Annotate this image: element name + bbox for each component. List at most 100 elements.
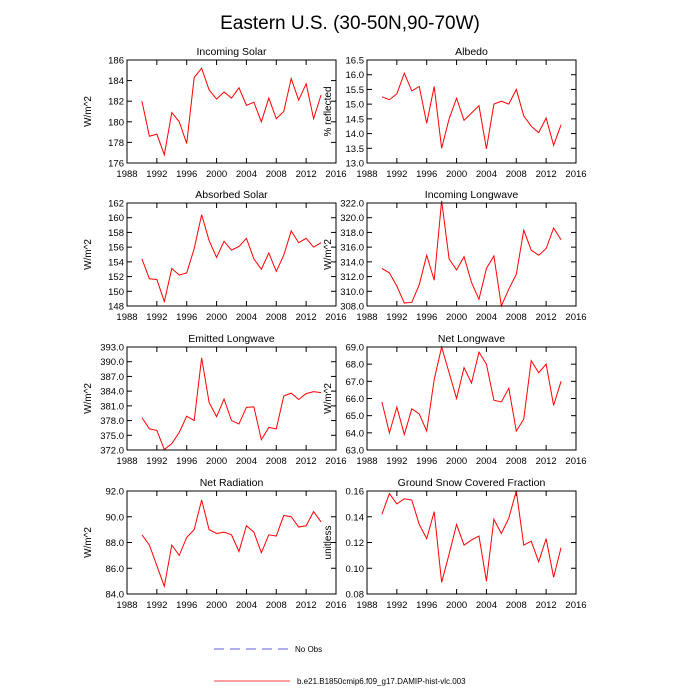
panel-net-longwave-xtick-label: 2000 bbox=[446, 456, 467, 467]
panel-incoming-solar-xtick-label: 2012 bbox=[296, 169, 317, 180]
panel-albedo-ytick-label: 16.5 bbox=[346, 56, 365, 67]
panel-absorbed-solar-xtick-label: 1988 bbox=[116, 312, 137, 323]
panel-net-radiation-ytick-label: 88.0 bbox=[106, 538, 125, 549]
panel-net-radiation-series-line bbox=[141, 499, 322, 589]
panel-absorbed-solar-ytick-label: 148 bbox=[108, 302, 124, 313]
panel-net-longwave-series-line bbox=[381, 345, 562, 437]
panel-net-radiation-ylabel: W/m^2 bbox=[83, 527, 94, 558]
panel-incoming-longwave-ytick-label: 308.0 bbox=[340, 302, 364, 313]
panel-net-longwave-ytick-label: 66.0 bbox=[346, 394, 365, 405]
panel-emitted-longwave-xtick-label: 1996 bbox=[176, 456, 197, 467]
panel-net-longwave-xtick-label: 1988 bbox=[356, 456, 377, 467]
panel-net-radiation-ytick-label: 90.0 bbox=[106, 512, 125, 523]
panel-incoming-longwave-xtick-label: 2004 bbox=[476, 312, 497, 323]
panel-net-longwave-ytick-label: 65.0 bbox=[346, 411, 365, 422]
panel-incoming-solar-ylabel: W/m^2 bbox=[83, 96, 94, 127]
panel-emitted-longwave-ytick-label: 381.0 bbox=[100, 401, 124, 412]
panel-absorbed-solar-xtick-label: 1992 bbox=[146, 312, 167, 323]
panel-emitted-longwave-xtick-label: 2016 bbox=[325, 456, 346, 467]
panel-ground-snow-covered-fraction-ytick-label: 0.16 bbox=[346, 487, 365, 498]
panel-emitted-longwave-xtick-label: 1988 bbox=[116, 456, 137, 467]
panel-incoming-longwave-xtick-label: 2012 bbox=[536, 312, 557, 323]
panel-ground-snow-covered-fraction: Ground Snow Covered Fraction unitless 1988… bbox=[323, 477, 587, 611]
panels-group: Incoming Solar W/m^2 1988 1992 1996 2000 2004 2… bbox=[83, 46, 587, 611]
panel-albedo-ylabel: % reflected bbox=[323, 86, 334, 136]
figure-title: Eastern U.S. (30-50N,90-70W) bbox=[220, 13, 480, 34]
panel-absorbed-solar: Absorbed Solar W/m^2 1988 1992 1996 2000 2004 2… bbox=[83, 189, 347, 323]
panel-ground-snow-covered-fraction-ytick-label: 0.10 bbox=[346, 564, 365, 575]
panel-net-longwave-xtick-label: 1996 bbox=[416, 456, 437, 467]
panel-albedo-frame bbox=[366, 59, 577, 164]
panel-net-longwave-ytick-label: 69.0 bbox=[346, 343, 365, 354]
panel-incoming-solar-xtick-label: 1988 bbox=[116, 169, 137, 180]
panel-incoming-solar-xtick-label: 2016 bbox=[325, 169, 346, 180]
panel-albedo-ytick-label: 15.0 bbox=[346, 100, 365, 111]
panel-net-radiation-frame bbox=[126, 490, 337, 595]
panel-albedo-ytick-label: 15.5 bbox=[346, 85, 365, 96]
panel-absorbed-solar-ytick-label: 158 bbox=[108, 228, 124, 239]
panel-ground-snow-covered-fraction-ytick-label: 0.12 bbox=[346, 538, 365, 549]
panel-absorbed-solar-xtick-label: 2008 bbox=[266, 312, 287, 323]
panel-net-radiation-title: Net Radiation bbox=[200, 477, 264, 489]
panel-incoming-solar-ytick-label: 176 bbox=[108, 159, 124, 170]
panel-emitted-longwave-ytick-label: 372.0 bbox=[100, 446, 124, 457]
panel-ground-snow-covered-fraction-ytick-label: 0.14 bbox=[346, 512, 365, 523]
panel-ground-snow-covered-fraction-xtick-label: 2012 bbox=[536, 600, 557, 611]
panel-net-longwave-ytick-label: 67.0 bbox=[346, 377, 365, 388]
panel-emitted-longwave-ylabel: W/m^2 bbox=[83, 383, 94, 414]
panel-ground-snow-covered-fraction-xtick-label: 2004 bbox=[476, 600, 497, 611]
panel-emitted-longwave-ytick-label: 378.0 bbox=[100, 416, 124, 427]
panel-incoming-solar-series-line bbox=[141, 67, 322, 157]
panel-incoming-longwave-ytick-label: 320.0 bbox=[340, 213, 364, 224]
panel-incoming-longwave-xtick-label: 2008 bbox=[506, 312, 527, 323]
panel-net-longwave-frame bbox=[366, 346, 577, 451]
panel-ground-snow-covered-fraction-xtick-label: 2008 bbox=[506, 600, 527, 611]
panel-incoming-longwave-series-line bbox=[381, 200, 562, 308]
panel-albedo-xtick-label: 1988 bbox=[356, 169, 377, 180]
panel-net-radiation-xtick-label: 2000 bbox=[206, 600, 227, 611]
panel-absorbed-solar-ytick-label: 150 bbox=[108, 287, 124, 298]
panel-net-radiation-xtick-label: 1996 bbox=[176, 600, 197, 611]
panel-net-longwave: Net Longwave W/m^2 1988 1992 1996 2000 2004 200… bbox=[323, 333, 587, 467]
panel-net-longwave-xtick-label: 2008 bbox=[506, 456, 527, 467]
panel-albedo-ytick-label: 14.5 bbox=[346, 114, 365, 125]
panel-incoming-solar-xtick-label: 2000 bbox=[206, 169, 227, 180]
panel-absorbed-solar-xtick-label: 2016 bbox=[325, 312, 346, 323]
panel-albedo-xtick-label: 1992 bbox=[386, 169, 407, 180]
panel-emitted-longwave-xtick-label: 1992 bbox=[146, 456, 167, 467]
panel-net-radiation-ytick-label: 92.0 bbox=[106, 487, 125, 498]
panel-ground-snow-covered-fraction-title: Ground Snow Covered Fraction bbox=[398, 477, 546, 489]
panel-incoming-longwave-ytick-label: 310.0 bbox=[340, 287, 364, 298]
panel-net-longwave-xtick-label: 2012 bbox=[536, 456, 557, 467]
panel-incoming-longwave-xtick-label: 2016 bbox=[565, 312, 586, 323]
panel-incoming-solar-ytick-label: 180 bbox=[108, 117, 124, 128]
panel-absorbed-solar-title: Absorbed Solar bbox=[195, 189, 268, 201]
panel-absorbed-solar-xtick-label: 1996 bbox=[176, 312, 197, 323]
panel-incoming-longwave-frame bbox=[366, 202, 577, 307]
panel-incoming-longwave-xtick-label: 1988 bbox=[356, 312, 377, 323]
legend-model-label: b.e21.B1850cmip6.f09_g17.DAMIP-hist-vlc.… bbox=[297, 677, 466, 686]
panel-net-longwave-xtick-label: 2004 bbox=[476, 456, 497, 467]
panel-incoming-longwave-xtick-label: 1992 bbox=[386, 312, 407, 323]
panel-absorbed-solar-xtick-label: 2000 bbox=[206, 312, 227, 323]
panel-emitted-longwave-xtick-label: 2004 bbox=[236, 456, 257, 467]
panel-incoming-longwave-ytick-label: 312.0 bbox=[340, 272, 364, 283]
panel-absorbed-solar-xtick-label: 2012 bbox=[296, 312, 317, 323]
panel-absorbed-solar-ytick-label: 162 bbox=[108, 199, 124, 210]
panel-ground-snow-covered-fraction-frame bbox=[366, 490, 577, 595]
panel-net-radiation-xtick-label: 1988 bbox=[116, 600, 137, 611]
panel-net-longwave-ylabel: W/m^2 bbox=[323, 383, 334, 414]
panel-albedo-xtick-label: 2000 bbox=[446, 169, 467, 180]
panel-emitted-longwave-ytick-label: 387.0 bbox=[100, 372, 124, 383]
panel-net-radiation-xtick-label: 2008 bbox=[266, 600, 287, 611]
panel-ground-snow-covered-fraction-xtick-label: 1992 bbox=[386, 600, 407, 611]
panel-absorbed-solar-ytick-label: 160 bbox=[108, 213, 124, 224]
panel-emitted-longwave-ytick-label: 384.0 bbox=[100, 387, 124, 398]
panel-incoming-solar-xtick-label: 2004 bbox=[236, 169, 257, 180]
panel-incoming-longwave-xtick-label: 1996 bbox=[416, 312, 437, 323]
panel-albedo-xtick-label: 2016 bbox=[565, 169, 586, 180]
panel-incoming-solar: Incoming Solar W/m^2 1988 1992 1996 2000 2004 2… bbox=[83, 46, 347, 180]
panel-emitted-longwave-ytick-label: 375.0 bbox=[100, 431, 124, 442]
panel-incoming-solar-title: Incoming Solar bbox=[196, 46, 267, 58]
